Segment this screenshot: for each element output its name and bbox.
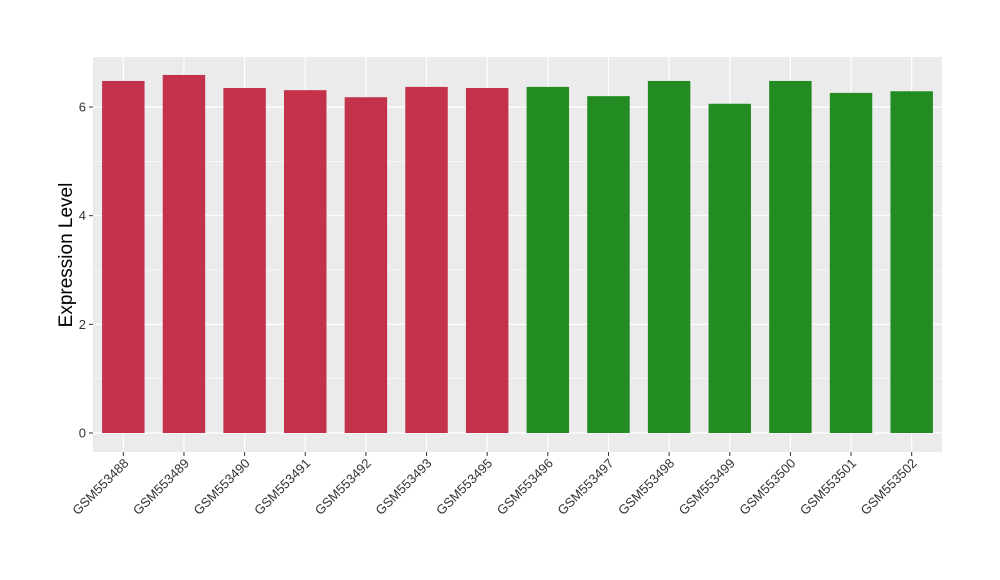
bar-GSM553488 <box>102 80 145 434</box>
x-tick-label: GSM553502 <box>858 456 920 518</box>
x-tick-label: GSM553495 <box>433 456 495 518</box>
y-tick-label: 2 <box>79 317 86 332</box>
x-tick-label: GSM553498 <box>615 456 677 518</box>
bar-GSM553492 <box>344 97 388 433</box>
y-tick-label: 4 <box>79 208 86 223</box>
bar-GSM553498 <box>647 80 691 434</box>
y-axis: 0 2 4 6 <box>79 100 93 441</box>
y-tick-label: 0 <box>79 426 86 441</box>
x-tick-label: GSM553493 <box>372 456 434 518</box>
x-tick-label: GSM553488 <box>69 456 131 518</box>
bar-GSM553502 <box>890 91 933 434</box>
x-tick-label: GSM553500 <box>736 456 798 518</box>
bar-GSM553491 <box>284 90 327 433</box>
bar-GSM553500 <box>769 80 812 434</box>
bar-GSM553495 <box>465 88 509 433</box>
bars <box>102 74 933 434</box>
bar-GSM553501 <box>829 92 873 434</box>
x-tick-label: GSM553501 <box>797 456 859 518</box>
x-tick-label: GSM553496 <box>494 456 556 518</box>
x-tick-label: GSM553489 <box>130 456 192 518</box>
x-tick-label: GSM553492 <box>312 456 374 518</box>
y-axis-label: Expression Level <box>56 183 77 328</box>
bar-GSM553497 <box>587 96 630 434</box>
bar-GSM553499 <box>708 103 751 434</box>
bar-GSM553493 <box>405 86 448 433</box>
x-tick-label: GSM553497 <box>554 456 616 518</box>
bar-GSM553496 <box>526 86 570 433</box>
bar-GSM553489 <box>162 74 206 433</box>
y-tick-label: 6 <box>79 100 86 115</box>
bar-GSM553490 <box>223 88 266 433</box>
x-tick-label: GSM553499 <box>676 456 738 518</box>
plot-panel <box>93 57 942 452</box>
x-tick-label: GSM553490 <box>191 456 253 518</box>
x-tick-label: GSM553491 <box>251 456 313 518</box>
x-axis: GSM553488GSM553489GSM553490GSM553491GSM5… <box>69 452 920 518</box>
